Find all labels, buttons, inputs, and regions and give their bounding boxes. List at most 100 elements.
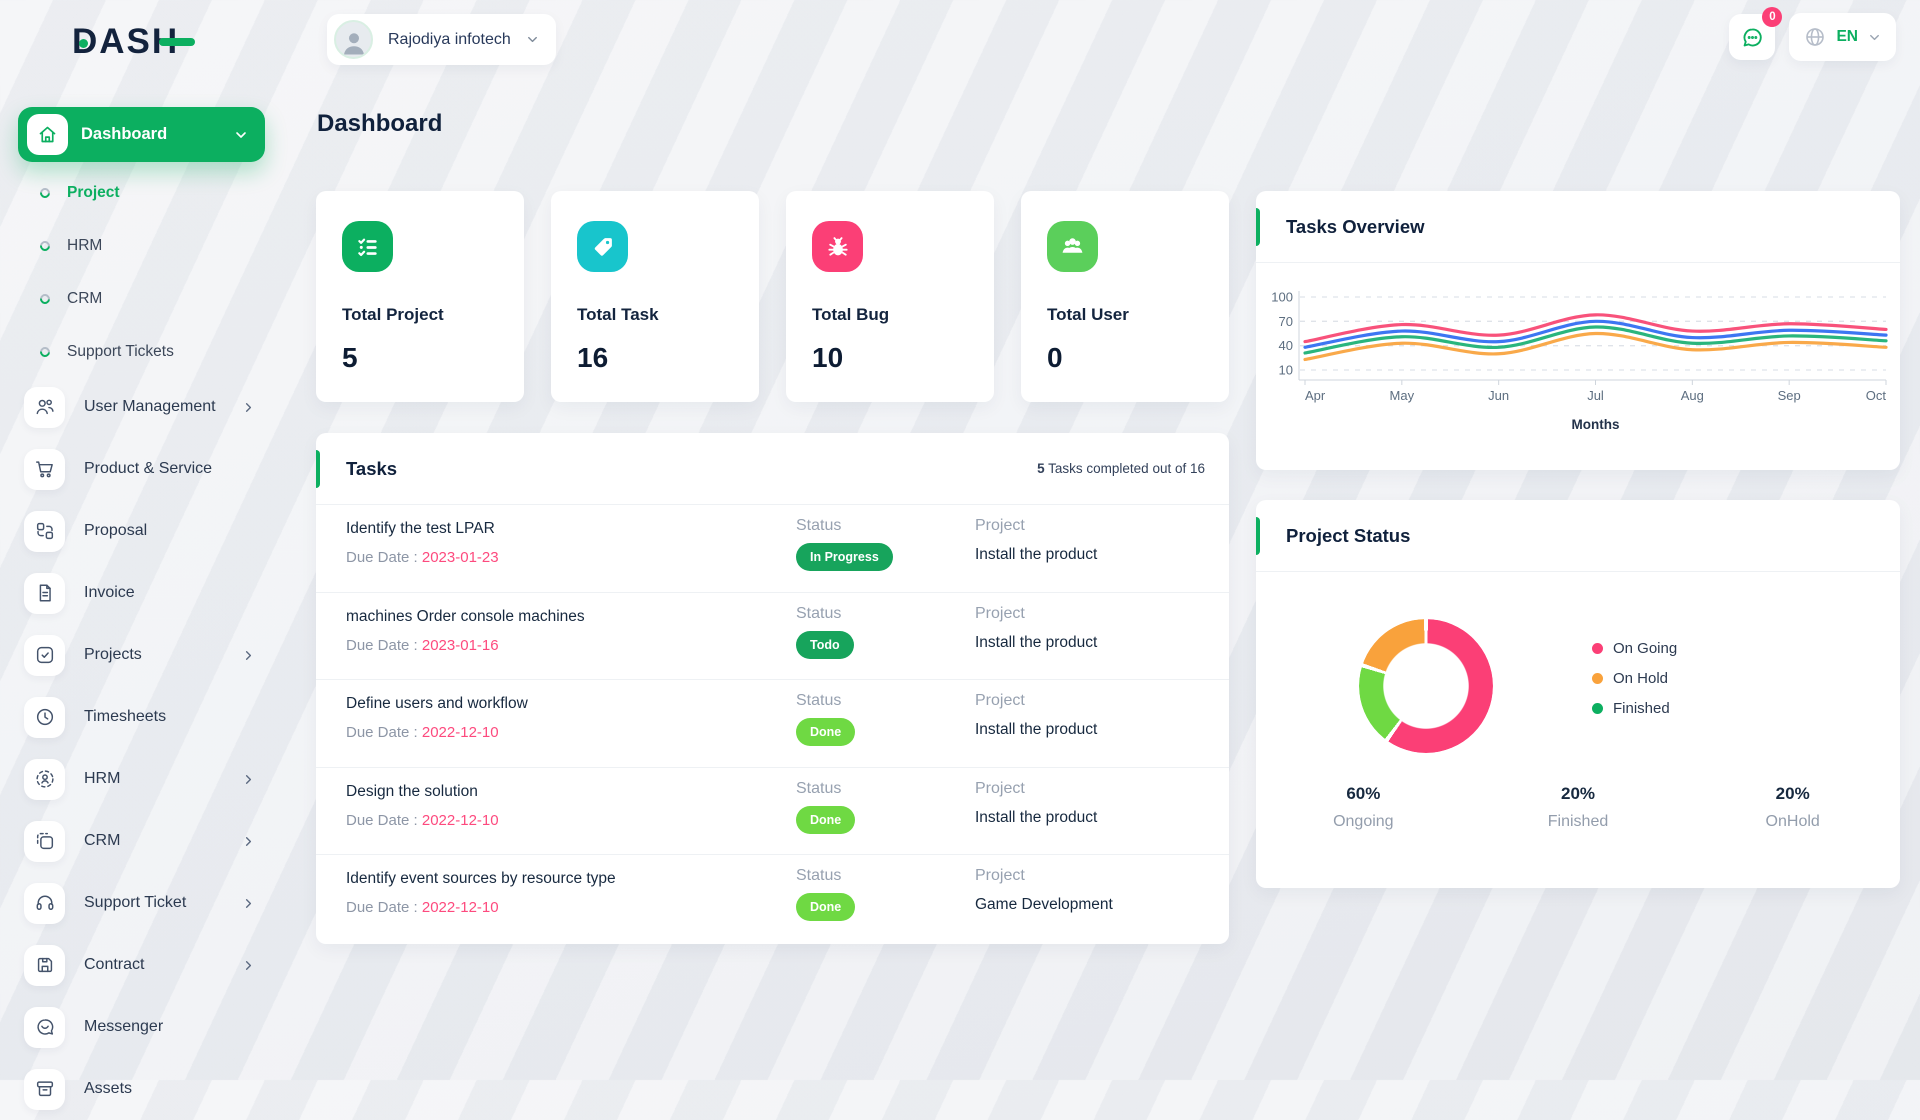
crm-icon [24, 820, 65, 862]
task-row: Define users and workflow Due Date : 202… [316, 680, 1229, 768]
tasks-card-header: Tasks 5 Tasks completed out of 16 [316, 433, 1229, 505]
stat-value: 0 [1047, 342, 1063, 373]
sidebar-item-label: User Management [84, 398, 216, 415]
company-avatar [334, 20, 373, 59]
sidebar-item-label: Timesheets [84, 708, 167, 725]
project-column-label: Project [975, 517, 1025, 534]
sidebar-item-projects[interactable]: Projects [0, 624, 284, 686]
stat-value: 5 [342, 342, 358, 373]
sidebar-item-contract[interactable]: Contract [0, 934, 284, 996]
tasks-overview-card: Tasks Overview 100 70 40 10 Apr May Jun Jul Aug S… [1256, 191, 1900, 470]
sidebar-item-assets[interactable]: Assets [0, 1058, 284, 1120]
chevron-down-icon [1870, 34, 1879, 40]
project-column-label: Project [975, 692, 1025, 709]
project-column-label: Project [975, 779, 1025, 797]
status-card-header: Project Status [1256, 500, 1900, 572]
tasks-overview-title: Tasks Overview [1286, 215, 1425, 237]
sidebar-subitem-hrm[interactable]: HRM [0, 219, 284, 272]
stat-card-total-user: Total User 0 [1021, 191, 1229, 402]
sidebar-item-dashboard[interactable]: Dashboard [18, 107, 265, 162]
chat-bubble-icon [1743, 28, 1762, 46]
status-stat-finished: 20% Finished [1471, 784, 1686, 831]
hrm-icon [24, 758, 65, 800]
task-name: Define users and workflow [346, 695, 528, 712]
sidebar-item-label: HRM [84, 770, 121, 787]
company-selector[interactable]: Rajodiya infotech [327, 14, 556, 65]
sidebar-item-messenger[interactable]: Messenger [0, 996, 284, 1058]
bullet-icon [37, 344, 53, 359]
svg-text:100: 100 [1271, 290, 1293, 305]
bullet-icon [37, 291, 53, 306]
tasks-card: Tasks 5 Tasks completed out of 16 Identi… [316, 433, 1229, 944]
sidebar-item-invoice[interactable]: Invoice [0, 562, 284, 624]
task-status-badge: Done [796, 805, 856, 834]
logo-dash-decoration [159, 38, 196, 46]
company-name: Rajodiya infotech [388, 30, 511, 48]
messages-count-badge: 0 [1762, 7, 1783, 27]
legend-item-on-hold: On Hold [1592, 670, 1677, 687]
sidebar-item-label: Assets [84, 1080, 133, 1097]
projects-icon [24, 634, 65, 676]
legend-dot-icon [1592, 643, 1603, 654]
sidebar-item-support-ticket[interactable]: Support Ticket [0, 872, 284, 934]
status-column-label: Status [796, 779, 842, 797]
stats-row: Total Project 5 Total Task 16 Total Bug … [316, 191, 1229, 402]
project-column-label: Project [975, 604, 1025, 622]
stat-card-total-bug: Total Bug 10 [786, 191, 994, 402]
sidebar-subitem-project[interactable]: Project [0, 166, 284, 219]
sidebar-item-proposal[interactable]: Proposal [0, 500, 284, 562]
task-row: Identify event sources by resource type … [316, 855, 1229, 943]
brand-logo[interactable]: DASH [72, 22, 196, 62]
sidebar-subitem-label: CRM [67, 289, 103, 307]
clock-icon [24, 696, 65, 738]
svg-text:Jun: Jun [1488, 388, 1509, 403]
chevron-right-icon [241, 896, 256, 911]
status-stat-label: Ongoing [1333, 813, 1394, 830]
contract-icon [24, 944, 65, 986]
project-column-label: Project [975, 867, 1025, 884]
legend-label: On Going [1613, 640, 1678, 657]
sidebar-item-user-management[interactable]: User Management [0, 376, 284, 438]
legend-dot-icon [1592, 673, 1603, 684]
task-due-date: Due Date : 2022-12-10 [346, 724, 499, 741]
language-selector[interactable]: EN [1789, 13, 1896, 61]
messages-button[interactable]: 0 [1729, 7, 1783, 60]
task-row: machines Order console machines Due Date… [316, 593, 1229, 680]
sidebar-subitem-label: Support Tickets [67, 342, 174, 360]
svg-text:Aug: Aug [1681, 388, 1704, 403]
sidebar-item-hrm[interactable]: HRM [0, 748, 284, 810]
page-title: Dashboard [317, 110, 443, 137]
language-code: EN [1836, 28, 1858, 45]
sidebar-item-label: Product & Service [84, 460, 213, 477]
sidebar-subitem-label: Project [67, 183, 120, 201]
stat-label: Total User [1047, 305, 1129, 324]
task-due-date: Due Date : 2022-12-10 [346, 811, 499, 829]
assets-icon [24, 1068, 65, 1110]
sidebar-item-product-service[interactable]: Product & Service [0, 438, 284, 500]
chevron-right-icon [241, 648, 256, 663]
sidebar-item-crm[interactable]: CRM [0, 810, 284, 872]
chevron-down-icon [233, 127, 249, 143]
status-stat-onhold: 20% OnHold [1685, 784, 1900, 831]
sidebar-item-timesheets[interactable]: Timesheets [0, 686, 284, 748]
task-status-badge: Todo [796, 630, 854, 659]
project-status-title: Project Status [1286, 524, 1411, 546]
status-stat-percent: 20% [1775, 784, 1810, 803]
project-status-donut-chart [1359, 619, 1493, 753]
svg-text:40: 40 [1279, 338, 1293, 353]
task-row: Identify the test LPAR Due Date : 2023-0… [316, 505, 1229, 593]
sidebar-subitem-support-tickets[interactable]: Support Tickets [0, 325, 284, 378]
tasks-summary: 5 Tasks completed out of 16 [1037, 461, 1205, 476]
tasks-summary-text: Tasks completed out of 16 [1044, 461, 1205, 476]
tasks-list: Identify the test LPAR Due Date : 2023-0… [316, 505, 1229, 943]
project-status-footer: 60% Ongoing 20% Finished 20% OnHold [1256, 784, 1900, 831]
sidebar-subitem-crm[interactable]: CRM [0, 272, 284, 325]
status-column-label: Status [796, 604, 842, 622]
task-project: Install the product [975, 808, 1098, 826]
tasks-summary-count: 5 [1037, 461, 1045, 476]
series-orange [1303, 331, 1888, 362]
sidebar-sub-list: Project HRM CRM Support Tickets [0, 166, 284, 378]
proposal-icon [24, 510, 65, 552]
stat-value: 10 [812, 342, 844, 373]
status-column-label: Status [796, 692, 842, 709]
